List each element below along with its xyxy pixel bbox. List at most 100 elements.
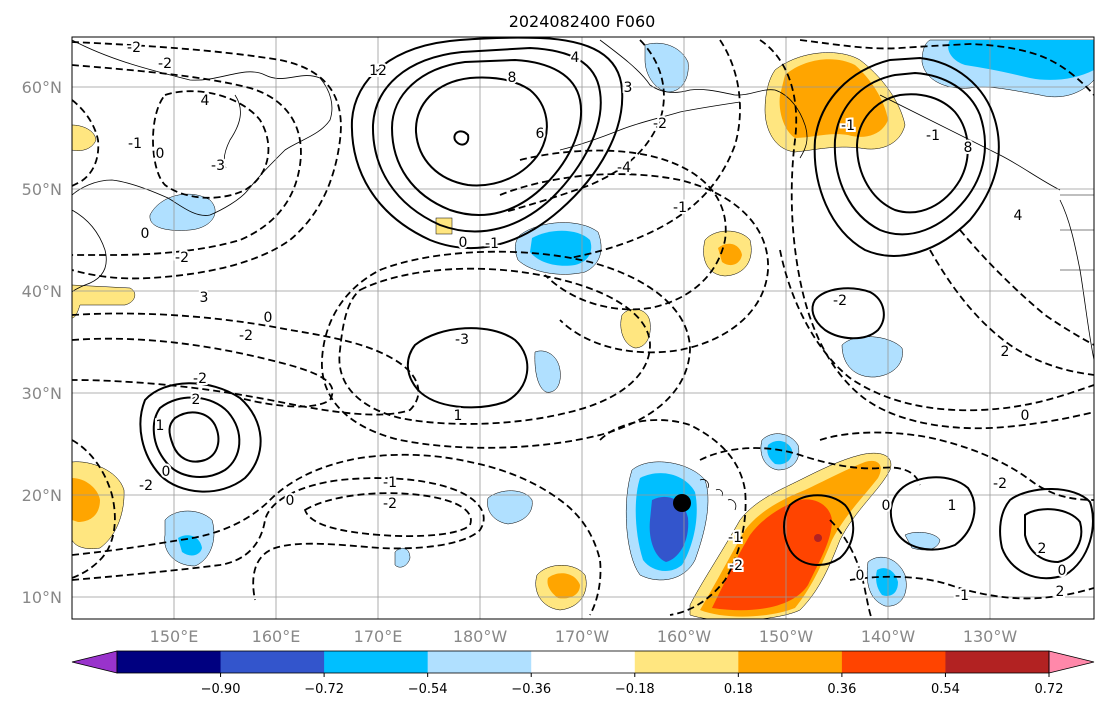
contour-line	[999, 488, 1094, 580]
contour-value-label: 0	[141, 226, 150, 242]
kamchatka-coast	[223, 94, 241, 169]
contour-line	[321, 250, 691, 449]
contour-value-label: 0	[459, 235, 468, 251]
contour-value-label: -2	[653, 116, 667, 132]
contour-value-label: -1	[485, 236, 499, 252]
contour-line	[406, 327, 529, 409]
colorbar-swatch	[738, 651, 843, 673]
contour-line	[72, 312, 420, 416]
contour-value-label: -1	[383, 475, 397, 491]
negative-anomaly-region	[394, 547, 411, 568]
contour-value-label: -2	[175, 250, 189, 266]
lat-label: 60°N	[22, 78, 62, 97]
contour-line	[599, 419, 747, 616]
colorbar-tick-label: −0.72	[304, 682, 344, 697]
contour-line	[783, 494, 855, 566]
map-title: 2024082400 F060	[509, 12, 656, 31]
contour-value-label: -1	[673, 200, 687, 216]
contour-line	[168, 411, 220, 463]
colorbar-extend-min	[71, 650, 118, 674]
lat-label: 10°N	[22, 588, 62, 607]
contour-value-label: 1	[454, 408, 463, 424]
colorbar-tick-label: 0.18	[724, 682, 753, 697]
contour-line	[414, 76, 548, 187]
contour-line	[849, 575, 1094, 600]
storm-position-marker	[673, 494, 691, 512]
contour-line	[390, 58, 582, 217]
contour-line	[829, 519, 873, 619]
colorbar-swatch	[324, 651, 429, 673]
contour-value-label: -1	[955, 588, 969, 604]
contour-value-label: 0	[286, 493, 295, 509]
contour-value-label: 6	[536, 126, 545, 142]
state-borders	[1060, 194, 1094, 271]
contour-value-label: 4	[571, 50, 580, 66]
contour-line	[453, 130, 470, 146]
colorbar: −0.90 −0.72 −0.54 −0.36 −0.18 0.18 0.36 0.54 0.7…	[71, 650, 1095, 697]
contour-value-label: -2	[833, 293, 847, 309]
contour-line	[72, 439, 116, 579]
solid-contours	[139, 37, 1094, 580]
negative-anomaly-region	[876, 568, 898, 596]
lon-label: 180°W	[453, 627, 508, 646]
contour-line	[72, 64, 302, 256]
contour-line	[959, 229, 1094, 346]
colorbar-swatch	[634, 651, 739, 673]
contour-line	[504, 39, 665, 213]
contour-value-label: -2	[127, 40, 141, 56]
lon-label: 150°E	[150, 627, 199, 646]
contour-value-label: 4	[1014, 208, 1023, 224]
contour-line	[152, 396, 241, 478]
contour-line	[929, 249, 1094, 376]
contour-value-label: -2	[239, 328, 253, 344]
contour-value-label: 8	[964, 140, 973, 156]
contour-value-label: -3	[211, 158, 225, 174]
contour-line	[799, 39, 1094, 96]
dashed-contours	[72, 39, 1094, 619]
contour-value-label: -2	[158, 56, 172, 72]
contour-value-label: 0	[882, 498, 891, 514]
colorbar-swatch	[531, 651, 636, 673]
colorbar-swatch	[220, 651, 325, 673]
map-frame	[71, 36, 1095, 620]
lon-label: 160°W	[657, 627, 712, 646]
colorbar-swatch	[427, 651, 532, 673]
negative-anomaly-region	[649, 496, 689, 562]
contour-line	[833, 71, 986, 236]
contour-line	[72, 41, 342, 280]
contour-line	[338, 267, 651, 425]
lon-label: 130°W	[963, 627, 1018, 646]
contour-line	[303, 492, 472, 537]
contour-value-label: 4	[201, 93, 210, 109]
contour-value-label: -1	[841, 118, 855, 134]
contour-line	[350, 37, 624, 250]
lat-label: 40°N	[22, 282, 62, 301]
contour-value-label: -2	[729, 558, 743, 574]
colorbar-tick-label: 0.54	[931, 682, 960, 697]
aleutian-chain	[559, 101, 741, 151]
colorbar-frame	[116, 650, 1050, 674]
positive-anomaly-region	[712, 499, 832, 611]
contour-value-label: -4	[617, 160, 631, 176]
coastlines	[72, 39, 1094, 511]
positive-anomaly-region	[814, 534, 822, 542]
lon-label: 160°E	[252, 627, 301, 646]
contour-value-label: -2	[139, 478, 153, 494]
lat-label: 20°N	[22, 486, 62, 505]
lat-label: 50°N	[22, 180, 62, 199]
contour-value-label: -3	[455, 332, 469, 348]
negative-anomaly-region	[948, 40, 1094, 80]
lon-label: 140°W	[861, 627, 916, 646]
contour-value-label: 2	[1038, 541, 1047, 557]
contour-line	[139, 382, 262, 493]
gridlines	[72, 37, 1094, 619]
positive-anomaly-region	[72, 124, 97, 151]
contour-line	[699, 447, 921, 486]
contour-value-label: 1	[156, 418, 165, 434]
contour-value-label: 0	[156, 146, 165, 162]
contour-value-label: 0	[1058, 563, 1067, 579]
negative-anomaly-region	[487, 490, 533, 525]
